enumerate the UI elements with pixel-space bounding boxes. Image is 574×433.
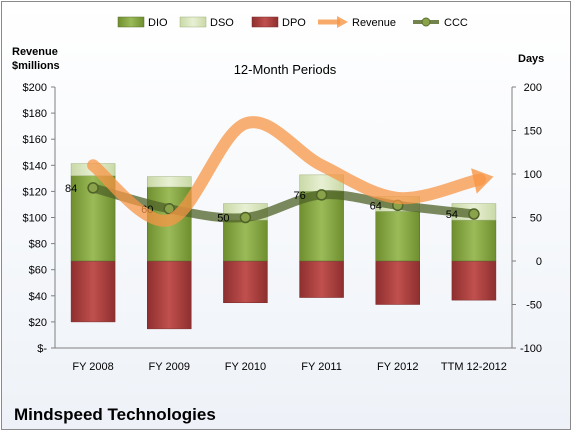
left-tick-label: $180	[23, 108, 47, 120]
chart-title: 12-Month Periods	[234, 62, 337, 77]
x-tick-label: FY 2010	[225, 361, 266, 373]
revenue-line	[87, 116, 487, 227]
left-tick-label: $20	[29, 317, 47, 329]
bar-dpo	[375, 260, 420, 305]
left-tick-label: $-	[37, 343, 47, 355]
left-tick-label: $100	[23, 213, 47, 225]
right-axis-title: Days	[518, 53, 544, 65]
ccc-line	[88, 183, 479, 223]
bar-dio	[375, 211, 420, 262]
x-tick-label: FY 2009	[149, 361, 190, 373]
x-tick-label: FY 2012	[377, 361, 418, 373]
right-tick-label: 200	[524, 82, 542, 94]
legend-item-ccc: CCC	[413, 17, 468, 29]
bar-dio	[299, 191, 344, 262]
revenue-arrowhead	[471, 168, 494, 194]
bar-dpo	[147, 260, 192, 330]
right-tick-label: -100	[520, 343, 542, 355]
ccc-point	[239, 211, 252, 224]
legend-label-dpo: DPO	[282, 17, 306, 29]
legend-item-dpo: DPO	[251, 16, 306, 29]
company-name: Mindspeed Technologies	[14, 405, 216, 424]
x-tick-labels: FY 2008 FY 2009 FY 2010 FY 2011 FY 2012 TTM 1…	[72, 361, 507, 373]
left-axis-title-line2: $millions	[12, 60, 60, 72]
x-tick-label: TTM 12-2012	[441, 361, 507, 373]
ccc-data-label: 84	[65, 183, 77, 195]
ccc-data-label: 64	[370, 200, 382, 212]
left-tick-label: $200	[23, 82, 47, 94]
right-tick-label: 100	[524, 169, 542, 181]
ccc-point	[87, 182, 99, 194]
bar-dpo	[70, 260, 116, 323]
left-tick-label: $160	[23, 134, 47, 146]
right-tick-label: -50	[526, 300, 542, 312]
bar-dio	[223, 219, 268, 262]
right-tick-label: 150	[524, 126, 542, 138]
bar-dpo	[451, 260, 497, 301]
left-axis-title-line1: Revenue	[12, 46, 58, 58]
bar-dio	[451, 219, 497, 262]
left-tick-labels: $- $20 $40 $60 $80 $100 $120 $140 $160 $180 $200	[23, 82, 55, 355]
left-tick-label: $120	[23, 186, 47, 198]
x-tick-label: FY 2011	[301, 361, 342, 373]
left-tick-label: $60	[29, 265, 47, 277]
x-tick-label: FY 2008	[72, 361, 113, 373]
legend-item-dio: DIO	[117, 16, 168, 29]
left-tick-label: $40	[29, 291, 47, 303]
legend-item-dso: DSO	[179, 16, 234, 29]
left-tick-label: $140	[23, 160, 47, 172]
right-tick-label: 0	[536, 256, 542, 268]
legend-label-dio: DIO	[148, 17, 168, 29]
bar-dpo	[223, 260, 268, 304]
ccc-point	[315, 189, 328, 201]
right-tick-label: 50	[530, 213, 542, 225]
legend-label-dso: DSO	[210, 17, 234, 29]
ccc-data-label: 50	[217, 213, 229, 225]
left-tick-label: $80	[29, 239, 47, 251]
ccc-data-label: 76	[293, 190, 305, 202]
bar-dpo	[299, 260, 344, 298]
legend-label-ccc: CCC	[444, 17, 468, 29]
legend: DIO DSO DPO Revenue CCC	[117, 16, 468, 29]
right-tick-labels: -100 -50 0 50 100 150 200	[512, 82, 542, 355]
ccc-point	[468, 208, 480, 220]
legend-item-revenue: Revenue	[318, 16, 396, 29]
ccc-data-label: 54	[446, 209, 458, 221]
legend-label-revenue: Revenue	[352, 17, 396, 29]
bar-dso	[147, 176, 192, 188]
